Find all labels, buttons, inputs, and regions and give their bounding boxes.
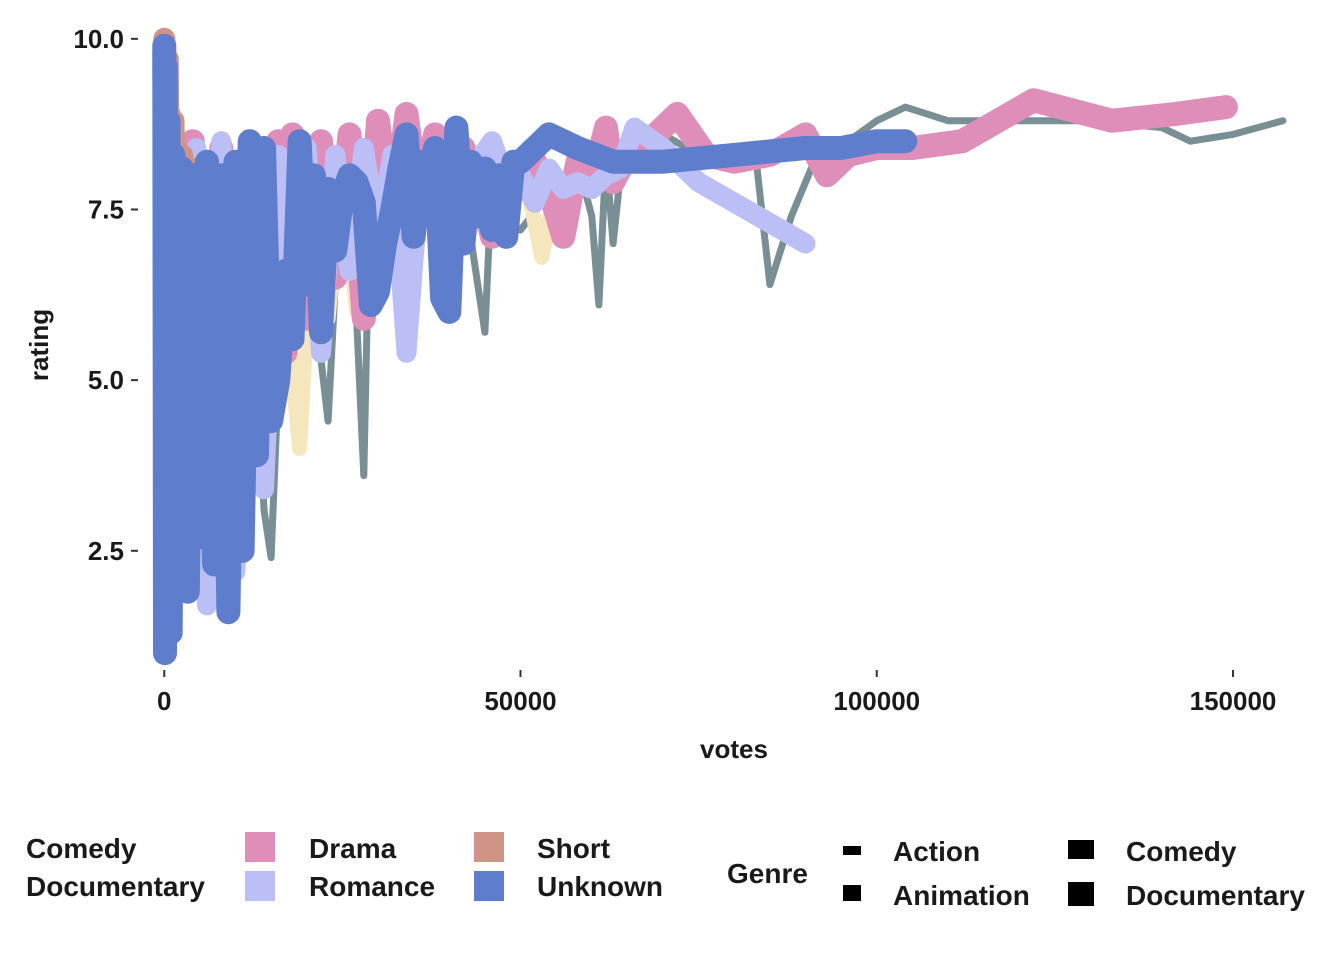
size-legend-animation-label: Animation: [893, 880, 1030, 911]
legend-swatch-short: [474, 832, 504, 862]
x-tick-label: 100000: [833, 686, 920, 716]
x-tick-label: 0: [157, 686, 171, 716]
y-tick-label: 7.5: [88, 194, 124, 224]
size-legend: Genre Action Animation Comedy Documentar…: [727, 836, 1305, 911]
legend-item-romance-label: Romance: [309, 871, 435, 902]
y-tick-label: 5.0: [88, 365, 124, 395]
series-line-comedy: [160, 42, 1287, 643]
legend-swatch-romance: [245, 871, 275, 901]
y-tick-label: 2.5: [88, 536, 124, 566]
size-legend-key-documentary: [1068, 882, 1094, 906]
x-axis-title: votes: [700, 734, 768, 764]
x-tick-label: 50000: [484, 686, 556, 716]
legend-item-short-label: Short: [537, 833, 610, 864]
legend-swatch-unknown: [474, 871, 504, 901]
size-legend-comedy-label: Comedy: [1126, 836, 1237, 867]
y-axis: 2.5 5.0 7.5 10.0: [73, 24, 138, 566]
size-legend-key-animation: [843, 885, 861, 901]
x-tick-label: 150000: [1190, 686, 1277, 716]
y-tick-label: 10.0: [73, 24, 124, 54]
size-legend-documentary-label: Documentary: [1126, 880, 1305, 911]
size-legend-key-action: [843, 846, 861, 855]
series-line-unknown: [152, 33, 918, 666]
legend-item-comedy-label: Comedy: [26, 833, 137, 864]
legend-item-unknown-label: Unknown: [537, 871, 663, 902]
legend-item-documentary-label: Documentary: [26, 871, 205, 902]
y-axis-title: rating: [24, 309, 54, 381]
legend-item-drama-label: Drama: [309, 833, 397, 864]
size-legend-key-comedy: [1068, 840, 1094, 859]
size-legend-action-label: Action: [893, 836, 980, 867]
series-line-romance: [154, 49, 816, 650]
color-legend: Comedy Documentary Drama Romance Short U…: [26, 832, 663, 902]
legend-swatch-drama: [245, 832, 275, 862]
plot-area: [152, 27, 1287, 666]
size-legend-title: Genre: [727, 858, 808, 889]
x-axis: 0 50000 100000 150000: [157, 670, 1276, 716]
